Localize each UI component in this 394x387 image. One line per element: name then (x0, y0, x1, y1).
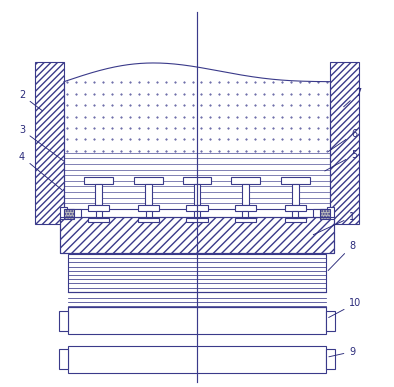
Bar (60, 217, 334, 253)
Text: 3: 3 (19, 125, 64, 161)
Text: 8: 8 (328, 241, 355, 271)
Bar (146, 211, 152, 218)
Bar (59, 349, 68, 369)
Bar (194, 211, 200, 218)
Bar (330, 62, 359, 224)
Bar (60, 217, 334, 253)
Bar (64, 209, 74, 219)
Bar (186, 205, 208, 211)
Bar (35, 62, 64, 224)
Bar (234, 205, 256, 211)
Text: 1: 1 (313, 212, 355, 235)
Bar (313, 209, 330, 217)
Bar (281, 176, 310, 184)
Bar (242, 184, 249, 205)
Bar (292, 211, 298, 218)
Text: 10: 10 (329, 298, 362, 317)
Bar (327, 207, 334, 219)
Bar (88, 218, 109, 223)
Text: 6: 6 (329, 129, 357, 151)
Bar (64, 76, 330, 209)
Bar (182, 176, 212, 184)
Text: 2: 2 (19, 90, 43, 111)
Bar (68, 254, 326, 292)
Bar (134, 176, 163, 184)
Bar (138, 205, 160, 211)
Bar (285, 205, 306, 211)
Bar (292, 184, 299, 205)
Text: 4: 4 (19, 152, 62, 190)
Bar (242, 211, 248, 218)
Bar (68, 307, 326, 334)
Bar (193, 184, 201, 205)
Bar (186, 218, 208, 223)
Bar (326, 349, 335, 369)
Bar (60, 207, 67, 219)
Bar (95, 184, 102, 205)
Bar (285, 218, 306, 223)
Bar (138, 218, 160, 223)
Bar (231, 176, 260, 184)
Bar (64, 209, 81, 217)
Bar (59, 311, 68, 331)
Bar (320, 209, 330, 219)
Bar (96, 211, 102, 218)
Bar (145, 184, 152, 205)
Text: 9: 9 (329, 347, 355, 357)
Bar (88, 205, 109, 211)
Bar (84, 176, 113, 184)
Text: 5: 5 (325, 150, 357, 171)
Bar (234, 218, 256, 223)
Text: 7: 7 (344, 88, 361, 107)
Bar (326, 311, 335, 331)
Bar (68, 346, 326, 373)
